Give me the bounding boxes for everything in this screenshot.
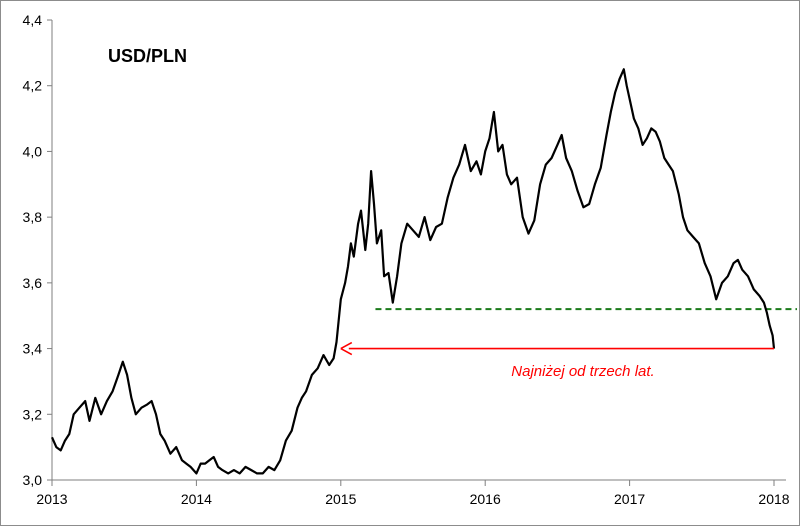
x-tick-label: 2017 — [614, 491, 645, 507]
y-tick-label: 4,0 — [23, 143, 43, 159]
annotation-arrow-head — [340, 341, 353, 356]
chart-title: USD/PLN — [108, 46, 187, 66]
y-tick-label: 4,2 — [23, 78, 43, 94]
x-tick-label: 2018 — [758, 491, 789, 507]
series-line-usdpln — [50, 68, 776, 475]
series-group — [50, 68, 776, 475]
x-tick-label: 2016 — [470, 491, 501, 507]
y-tick-label: 3,8 — [23, 209, 43, 225]
annotation-group: Najniżej od trzech lat. — [340, 341, 774, 380]
annotation-text: Najniżej od trzech lat. — [511, 363, 654, 380]
x-tick-label: 2013 — [36, 491, 67, 507]
axes: 3,0 3,2 3,4 3,6 3,8 4,0 4,2 4,4 2013 2014 2015 2016… — [23, 12, 790, 507]
y-tick-label: 4,4 — [23, 12, 43, 28]
y-tick-label: 3,4 — [23, 341, 43, 357]
y-tick-label: 3,0 — [23, 472, 43, 488]
x-tick-label: 2014 — [181, 491, 212, 507]
y-tick-label: 3,6 — [23, 275, 43, 291]
y-tick-label: 3,2 — [23, 406, 43, 422]
x-tick-label: 2015 — [325, 491, 356, 507]
